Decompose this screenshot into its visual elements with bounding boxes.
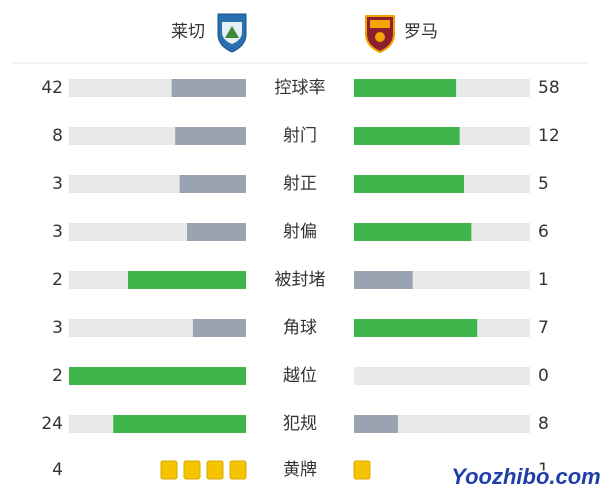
home-bar [113,415,246,433]
home-bar [175,127,246,145]
stat-label: 被封堵 [275,270,326,290]
home-value: 4 [52,460,63,480]
home-bar [128,271,246,289]
home-bar [69,367,246,385]
yellow-card [229,460,247,480]
yellow-card [183,460,201,480]
watermark: Yoozhibo.com [451,464,600,489]
away-bar [354,175,464,193]
stat-label: 射偏 [283,222,317,242]
away-bar [354,127,460,145]
home-value: 2 [52,366,63,386]
away-value: 12 [538,126,560,146]
away-bar [354,271,413,289]
yellow-card [353,460,371,480]
stat-label: 角球 [283,318,317,338]
stat-label: 控球率 [275,78,326,98]
away-bar [354,319,478,337]
away-value: 5 [538,174,549,194]
away-bar [354,223,472,241]
home-value: 3 [52,318,63,338]
away-value: 1 [538,460,549,480]
home-bar [187,223,246,241]
yellow-card [160,460,178,480]
away-bar [354,79,457,97]
stat-label: 射正 [283,174,317,194]
stat-label: 射门 [283,126,317,146]
away-value: 8 [538,414,549,434]
away-team-name: 罗马 [404,22,438,42]
away-logo [365,15,395,54]
yellow-card [206,460,224,480]
stat-label: 越位 [283,366,317,386]
away-value: 1 [538,270,549,290]
home-bar [171,79,246,97]
away-track [354,367,530,385]
away-value: 6 [538,222,549,242]
stat-label: 犯规 [283,414,317,434]
home-team-name: 莱切 [171,22,205,42]
away-value: 58 [538,78,560,98]
home-value: 3 [52,174,63,194]
home-value: 3 [52,222,63,242]
home-value: 2 [52,270,63,290]
home-bar [179,175,246,193]
home-value: 24 [41,414,63,434]
home-value: 8 [52,126,63,146]
home-bar [192,319,246,337]
stat-label: 黄牌 [283,460,317,480]
away-value: 0 [538,366,549,386]
home-value: 42 [41,78,63,98]
home-logo [217,13,247,53]
away-value: 7 [538,318,549,338]
away-bar [354,415,398,433]
